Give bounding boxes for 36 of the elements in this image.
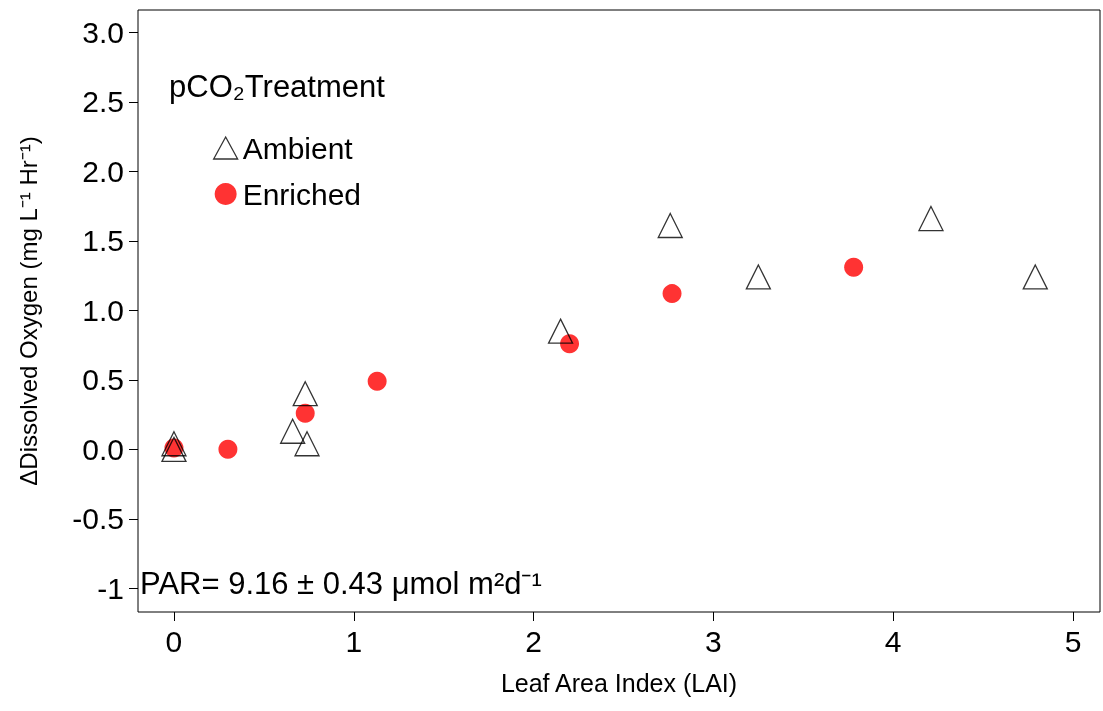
y-tick-label: 3.0: [82, 15, 124, 49]
point: [279, 418, 306, 444]
annotation: PAR= 9.16 ± 0.43 μmol m²d⁻¹: [140, 566, 542, 601]
legend-title: pCO₂Treatment: [169, 69, 386, 104]
point: [294, 431, 320, 457]
point: [547, 318, 574, 344]
x-axis-title: Leaf Area Index (LAI): [500, 668, 738, 697]
x-tick-label: 3: [705, 624, 722, 658]
y-axis-title: ΔDissolved Oxygen (mg L⁻¹ Hr⁻¹): [14, 136, 42, 486]
x-tick-label: 2: [525, 624, 542, 658]
point: [560, 334, 580, 354]
y-tick-label: 0.0: [82, 432, 124, 466]
point: [292, 381, 318, 407]
y-tick-label: 1.0: [82, 293, 124, 327]
legend-label: Enriched: [242, 177, 362, 211]
y-tick-label: 2.5: [82, 85, 124, 119]
point: [918, 205, 944, 232]
y-tick-label: 0.5: [82, 363, 124, 397]
point: [662, 284, 682, 304]
point: [161, 431, 187, 457]
y-tick-label: 1.5: [82, 224, 124, 258]
x-tick-label: 0: [165, 624, 183, 658]
point: [657, 212, 683, 239]
x-tick-label: 1: [345, 624, 363, 658]
point: [745, 264, 772, 290]
legend-label: Ambient: [242, 131, 354, 165]
point: [367, 371, 387, 391]
y-tick-label: -0.5: [72, 502, 124, 536]
y-tick-label: 2.0: [82, 154, 124, 188]
y-tick-label: -1: [97, 571, 124, 605]
x-tick-label: 4: [884, 624, 902, 658]
point: [1022, 264, 1048, 290]
x-tick-label: 5: [1064, 624, 1082, 658]
point: [844, 257, 864, 277]
point: [218, 439, 238, 459]
point: [295, 403, 315, 423]
